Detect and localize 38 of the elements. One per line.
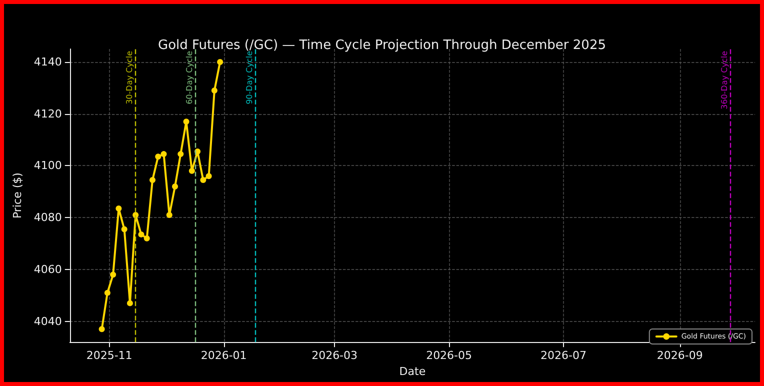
- point: [116, 206, 122, 212]
- point: [178, 151, 184, 158]
- y-tick-label: 4100: [34, 159, 62, 172]
- point: [200, 176, 206, 183]
- point: [188, 168, 195, 174]
- point: [138, 231, 144, 238]
- point: [149, 176, 156, 183]
- point: [121, 226, 128, 232]
- ref-line-label: 30-Day Cycle: [125, 50, 134, 104]
- point: [211, 88, 218, 94]
- x-axis-title: Date: [399, 365, 426, 378]
- y-tick-label: 4120: [34, 107, 62, 120]
- x-tick-label: 2025-11: [86, 349, 132, 362]
- point: [144, 235, 150, 242]
- x-tick-label: 2026-05: [426, 349, 472, 362]
- point: [166, 212, 172, 218]
- point: [217, 58, 224, 65]
- point: [160, 151, 167, 158]
- point: [98, 326, 105, 332]
- point: [183, 118, 190, 125]
- x-tick-label: 2026-03: [312, 349, 358, 362]
- x-tick-label: 2026-09: [656, 349, 703, 362]
- y-tick-label: 4080: [34, 211, 62, 224]
- y-tick-label: 4040: [34, 314, 62, 328]
- point: [206, 173, 212, 180]
- point: [126, 300, 133, 306]
- point: [155, 154, 162, 160]
- ref-line-label: 60-Day Cycle: [185, 50, 194, 104]
- point: [110, 272, 116, 278]
- y-tick-label: 4140: [34, 55, 62, 68]
- y-tick-label: 4060: [34, 262, 62, 276]
- x-tick-label: 2026-01: [200, 349, 247, 362]
- x-tick-label: 2026-07: [540, 349, 587, 362]
- point: [104, 290, 110, 296]
- point: [172, 183, 178, 190]
- ref-line-label: 360-Day Cycle: [720, 50, 730, 110]
- y-axis-title: Price ($): [11, 172, 24, 219]
- ref-line-label: 90-Day Cycle: [245, 50, 254, 104]
